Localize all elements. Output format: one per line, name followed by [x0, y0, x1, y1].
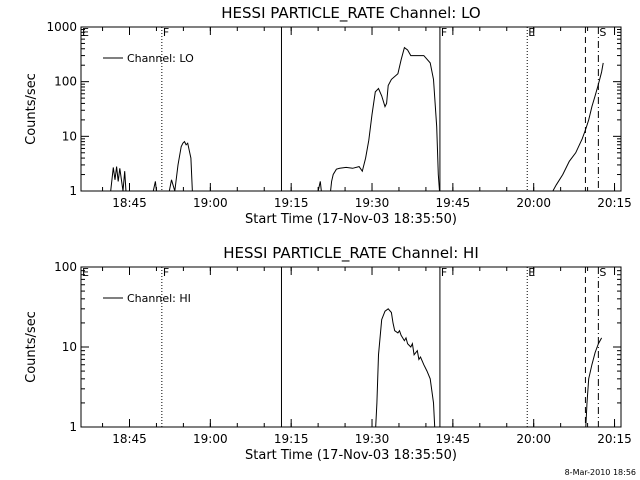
x-tick-label: 19:45 — [436, 432, 471, 446]
legend-label: Channel: LO — [127, 52, 194, 65]
series-line-segment — [585, 337, 603, 427]
x-tick-label: 20:00 — [516, 196, 551, 210]
x-tick-label: 19:45 — [436, 196, 471, 210]
y-tick-label: 10 — [62, 340, 77, 354]
y-tick-label: 10 — [62, 129, 77, 143]
y-tick-label: 1000 — [46, 20, 77, 34]
event-marker-label: F — [163, 266, 169, 279]
x-axis-label: Start Time (17-Nov-03 18:35:50) — [245, 448, 457, 463]
x-tick-label: 18:45 — [112, 196, 147, 210]
series-group — [110, 46, 604, 191]
series-line-segment — [375, 308, 436, 427]
series-line-segment — [168, 140, 193, 191]
event-marker-label: F — [441, 266, 447, 279]
event-marker-label: E — [528, 26, 535, 39]
y-tick-label: 100 — [54, 260, 77, 274]
event-marker-label: E — [82, 26, 89, 39]
event-marker-label: F — [163, 26, 169, 39]
y-tick-label: 100 — [54, 75, 77, 89]
series-line-segment — [317, 181, 322, 191]
x-tick-label: 20:15 — [597, 432, 632, 446]
chart-title: HESSI PARTICLE_RATE Channel: LO — [221, 4, 480, 23]
y-axis-label: Counts/sec — [24, 311, 39, 383]
series-line-segment — [152, 181, 157, 191]
chart-panel-channel-lo: HESSI PARTICLE_RATE Channel: LO E F F E S 18:4… — [24, 4, 632, 227]
series-line-segment — [552, 62, 604, 191]
x-axis-label: Start Time (17-Nov-03 18:35:50) — [245, 212, 457, 227]
x-tick-label: 18:45 — [112, 432, 147, 446]
x-tick-label: 20:00 — [516, 432, 551, 446]
event-marker-label: E — [82, 266, 89, 279]
x-tick-label: 19:00 — [193, 432, 228, 446]
x-tick-label: 19:15 — [274, 432, 309, 446]
event-marker-label: E — [528, 266, 535, 279]
event-marker-label: S — [599, 266, 606, 279]
y-axis-label: Counts/sec — [24, 73, 39, 145]
x-tick-label: 19:15 — [274, 196, 309, 210]
legend: Channel: HI — [103, 292, 191, 305]
footer-timestamp: 8-Mar-2010 18:56 — [565, 468, 636, 477]
x-tick-label: 20:15 — [597, 196, 632, 210]
plot-frame — [80, 26, 622, 192]
series-line-segment — [110, 166, 127, 191]
x-tick-label: 19:30 — [355, 196, 390, 210]
x-tick-label: 19:00 — [193, 196, 228, 210]
series-group — [375, 308, 603, 427]
y-tick-label: 1 — [69, 184, 77, 198]
legend-label: Channel: HI — [127, 292, 191, 305]
x-tick-label: 19:30 — [355, 432, 390, 446]
chart-title: HESSI PARTICLE_RATE Channel: HI — [223, 244, 479, 263]
event-marker-label: F — [441, 26, 447, 39]
series-line-segment — [330, 46, 441, 191]
legend: Channel: LO — [103, 52, 194, 65]
chart-panel-channel-hi: HESSI PARTICLE_RATE Channel: HI E F F E S 18:4… — [24, 244, 632, 463]
y-tick-label: 1 — [69, 420, 77, 434]
event-marker-label: S — [599, 26, 606, 39]
